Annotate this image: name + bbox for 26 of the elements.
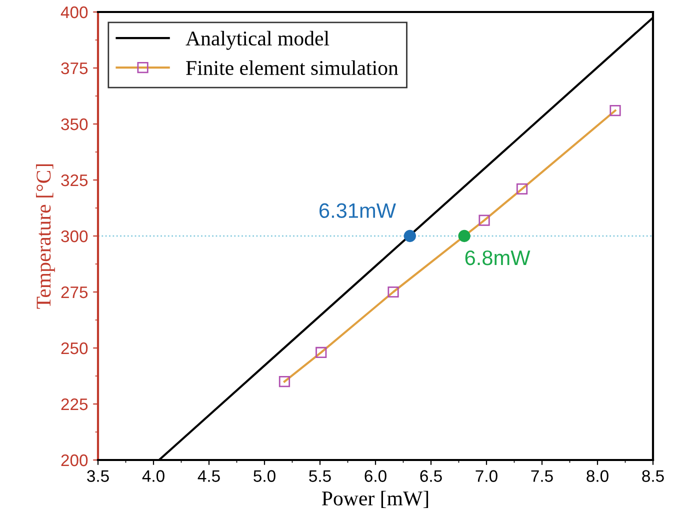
y-tick-label: 275 (61, 286, 88, 298)
legend-label: Analytical model (186, 30, 330, 50)
x-tick-label: 4.5 (198, 470, 220, 482)
x-tick-label: 6.5 (420, 470, 442, 482)
y-tick-label: 350 (61, 118, 88, 130)
x-tick-label: 7.5 (531, 470, 553, 482)
x-tick-label: 3.5 (87, 470, 109, 482)
y-tick-label: 200 (61, 454, 88, 466)
x-tick-label: 7.0 (476, 470, 498, 482)
y-tick-label: 250 (61, 342, 88, 354)
annotation: 6.31mW (320, 203, 396, 218)
x-tick-label: 5.5 (309, 470, 331, 482)
y-tick-label: 300 (61, 230, 88, 242)
y-tick-label: 400 (60, 6, 88, 18)
x-axis-title: Power [mW] (322, 490, 428, 508)
x-tick-label: 5.0 (254, 470, 276, 482)
y-tick-label: 375 (61, 62, 88, 74)
x-tick-label: 4.0 (142, 470, 164, 482)
legend-label: Finite element simulation (186, 60, 398, 76)
x-tick-label: 6.0 (364, 470, 386, 482)
x-tick-label: 8.5 (642, 470, 664, 482)
x-tick-label: 8.0 (586, 470, 608, 482)
y-axis-title: Temperature [°C] (36, 164, 55, 309)
y-tick-label: 325 (61, 174, 88, 186)
annotation: 6.8mW (465, 250, 530, 266)
y-tick-label: 225 (61, 398, 88, 410)
